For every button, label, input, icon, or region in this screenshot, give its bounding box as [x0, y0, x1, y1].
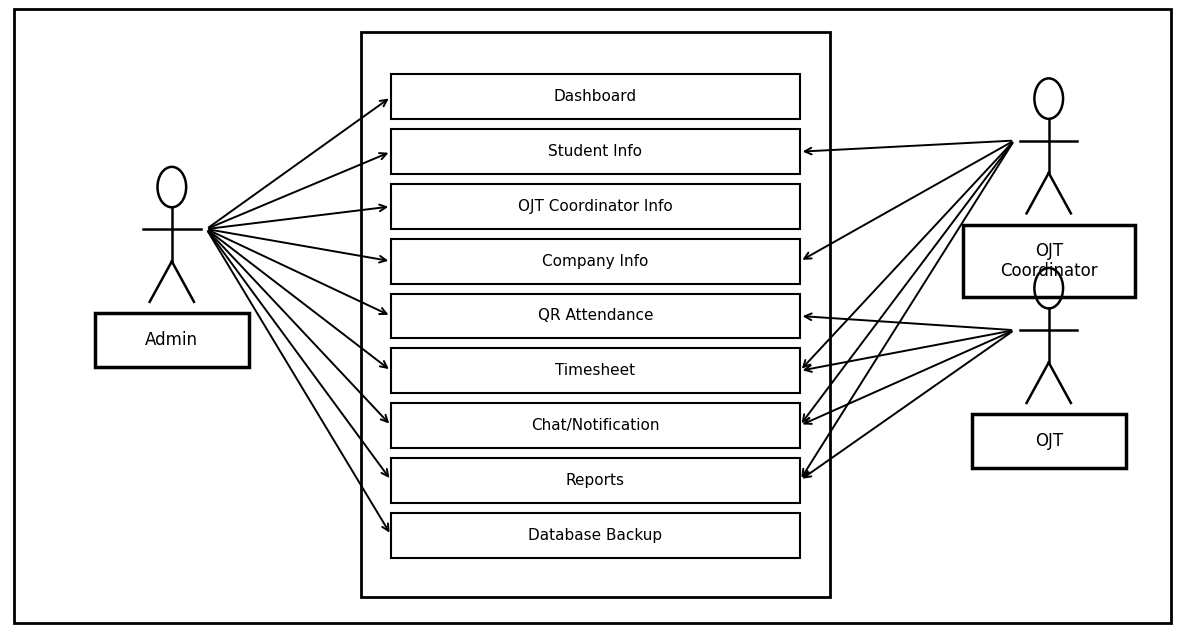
- FancyBboxPatch shape: [391, 293, 800, 339]
- Text: Reports: Reports: [566, 473, 624, 488]
- FancyBboxPatch shape: [391, 403, 800, 448]
- Text: Admin: Admin: [146, 331, 198, 349]
- Text: Database Backup: Database Backup: [529, 528, 662, 543]
- FancyBboxPatch shape: [391, 75, 800, 119]
- Text: Company Info: Company Info: [543, 253, 648, 269]
- Text: OJT
Coordinator: OJT Coordinator: [1000, 241, 1097, 281]
- FancyBboxPatch shape: [391, 348, 800, 393]
- FancyBboxPatch shape: [391, 239, 800, 284]
- FancyBboxPatch shape: [95, 313, 249, 367]
- FancyBboxPatch shape: [391, 129, 800, 174]
- Text: QR Attendance: QR Attendance: [538, 308, 653, 324]
- FancyBboxPatch shape: [962, 225, 1135, 298]
- Text: OJT: OJT: [1035, 432, 1063, 450]
- FancyBboxPatch shape: [391, 458, 800, 503]
- FancyBboxPatch shape: [391, 513, 800, 557]
- FancyBboxPatch shape: [972, 415, 1126, 468]
- Text: Timesheet: Timesheet: [556, 363, 635, 379]
- Text: Student Info: Student Info: [549, 144, 642, 159]
- FancyBboxPatch shape: [361, 32, 830, 597]
- Text: Dashboard: Dashboard: [553, 89, 638, 104]
- Text: Chat/Notification: Chat/Notification: [531, 418, 660, 433]
- Text: OJT Coordinator Info: OJT Coordinator Info: [518, 199, 673, 214]
- FancyBboxPatch shape: [391, 184, 800, 229]
